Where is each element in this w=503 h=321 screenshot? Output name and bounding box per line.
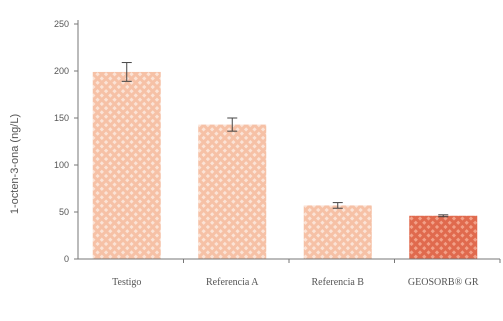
y-tick-label: 200	[54, 66, 69, 76]
bar	[92, 71, 161, 259]
y-tick-label: 250	[54, 19, 69, 29]
bar	[198, 124, 267, 259]
x-tick-label: Referencia A	[206, 277, 259, 288]
x-tick-label: Referencia B	[312, 277, 365, 288]
x-axis: Testigo Referencia A Referencia B GEOSORB® …	[78, 258, 501, 288]
y-tick-label: 150	[54, 113, 69, 123]
x-tick-label: Testigo	[112, 277, 141, 288]
y-tick-label: 0	[64, 254, 69, 264]
y-axis-title: 1-octen-3-ona (ng/L)	[9, 114, 21, 214]
y-tick-label: 50	[59, 207, 69, 217]
y-axis: 0 50 100 150 200 250	[54, 19, 79, 264]
y-tick-label: 100	[54, 160, 69, 170]
bar	[303, 205, 372, 259]
bar	[409, 215, 478, 259]
x-tick-label: GEOSORB® GR	[408, 277, 479, 288]
bars	[92, 62, 478, 259]
